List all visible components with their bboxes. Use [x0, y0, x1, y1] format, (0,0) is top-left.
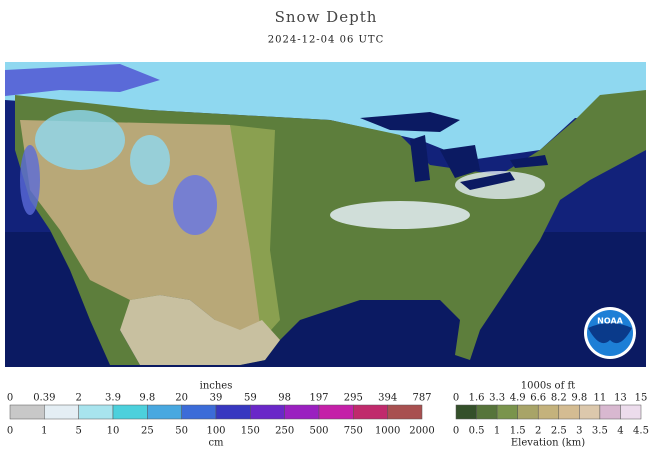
snow-deep	[5, 64, 160, 96]
legend-unit: cm	[208, 438, 224, 449]
legend-label: 11	[594, 393, 607, 404]
legend-label: 3	[576, 426, 582, 437]
legend-swatch	[476, 404, 498, 420]
legend-label: 4.5	[633, 426, 649, 437]
legend-label: 9.8	[571, 393, 587, 404]
legend-label: 750	[344, 426, 363, 437]
legend-label: 3.5	[592, 426, 608, 437]
legend-label: 3.9	[105, 393, 121, 404]
snow-area	[130, 135, 170, 185]
west-terrain	[20, 120, 270, 360]
legend-swatch	[9, 404, 45, 420]
noaa-logo: NOAA	[584, 307, 636, 359]
legend-label: 500	[309, 426, 328, 437]
legend-swatch	[147, 404, 182, 420]
legend-label: 25	[141, 426, 154, 437]
legend-label: 6.6	[530, 393, 546, 404]
legend-label: 0.5	[469, 426, 485, 437]
legend-swatch	[318, 404, 354, 420]
legend-swatch	[517, 404, 539, 420]
legend-label: 15	[635, 393, 648, 404]
legend-label: 2.5	[551, 426, 567, 437]
logo-text: NOAA	[597, 317, 623, 326]
legend-swatch	[181, 404, 217, 420]
subtitle: 2024-12-04 06 UTC	[268, 35, 385, 46]
legend-label: 1.6	[469, 393, 485, 404]
legend-label: 0	[453, 426, 459, 437]
legend-unit: Elevation (km)	[511, 438, 585, 449]
legend-label: 9.8	[139, 393, 155, 404]
legend-swatch	[215, 404, 251, 420]
snow-area	[35, 110, 125, 170]
legend-label: 8.2	[551, 393, 567, 404]
legend-label: 197	[309, 393, 328, 404]
legend-swatch	[455, 404, 477, 420]
title: Snow Depth	[275, 8, 378, 26]
legend-label: 5	[75, 426, 81, 437]
legend-swatch	[353, 404, 388, 420]
legend-label: 39	[210, 393, 223, 404]
legend-label: 4.9	[510, 393, 526, 404]
legend-label: 20	[175, 393, 188, 404]
mexico	[120, 295, 280, 365]
legend-label: 100	[206, 426, 225, 437]
legend-label: 59	[244, 393, 257, 404]
snow-area	[173, 175, 217, 235]
legend-label: 4	[617, 426, 623, 437]
legend-label: 787	[412, 393, 431, 404]
legend-title: inches	[200, 381, 233, 392]
legend-swatch	[44, 404, 79, 420]
legend-swatch	[579, 404, 601, 420]
legend-label: 3.3	[489, 393, 505, 404]
legend-label: 2	[535, 426, 541, 437]
snow-area	[330, 201, 470, 229]
legend-label: 10	[107, 426, 120, 437]
legend-label: 150	[241, 426, 260, 437]
legend-label: 2000	[409, 426, 434, 437]
lake	[410, 135, 430, 182]
legend-swatch	[284, 404, 320, 420]
legend-label: 98	[278, 393, 291, 404]
legend-label: 13	[614, 393, 627, 404]
plains	[230, 125, 280, 340]
legend-swatch	[496, 404, 518, 420]
lake	[360, 112, 460, 132]
legend-swatch	[112, 404, 148, 420]
legend-swatch	[599, 404, 621, 420]
legend-label: 0.39	[33, 393, 55, 404]
legend-label: 1	[494, 426, 500, 437]
lake	[510, 155, 548, 168]
legend-label: 1000	[375, 426, 400, 437]
snow-area	[20, 145, 40, 215]
legend-label: 0	[7, 393, 13, 404]
legend-swatch	[78, 404, 114, 420]
map: NOAA	[5, 62, 646, 367]
snow-area	[455, 171, 545, 199]
canada	[5, 62, 646, 160]
legend-swatch	[558, 404, 580, 420]
legend-title: 1000s of ft	[521, 381, 575, 392]
legend-label: 1.5	[510, 426, 526, 437]
legend-swatch	[387, 404, 423, 420]
lake	[440, 145, 480, 178]
legends: inches cm 1000s of ft Elevation (km) 0 0.…	[7, 381, 649, 449]
legend-label: 250	[275, 426, 294, 437]
legend-label: 295	[344, 393, 363, 404]
legend-swatch	[250, 404, 285, 420]
legend-swatch	[620, 404, 642, 420]
legend-label: 394	[378, 393, 397, 404]
legend-label: 0	[7, 426, 13, 437]
lake	[460, 172, 515, 190]
legend-label: 50	[175, 426, 188, 437]
legend-label: 0	[453, 393, 459, 404]
legend-swatch	[537, 404, 560, 420]
legend-label: 2	[75, 393, 81, 404]
logo-bird	[588, 323, 632, 344]
legend-label: 1	[41, 426, 47, 437]
